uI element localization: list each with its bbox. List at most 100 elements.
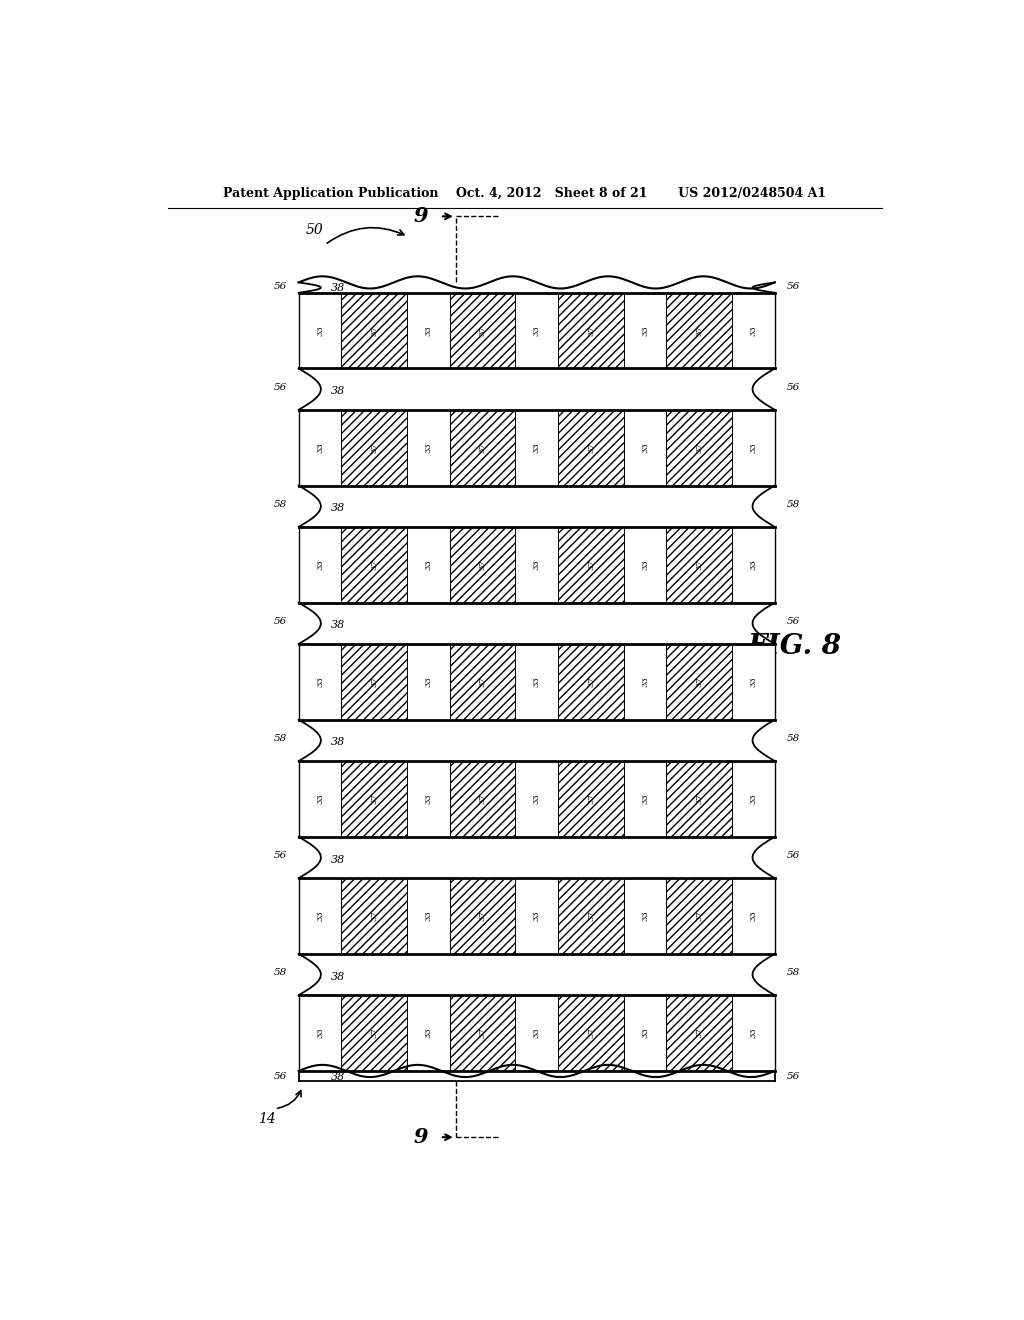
Bar xyxy=(624,995,667,1071)
Bar xyxy=(341,293,407,368)
Text: 33: 33 xyxy=(532,911,541,921)
Bar xyxy=(299,486,775,527)
Text: 33: 33 xyxy=(424,442,432,453)
Text: 38: 38 xyxy=(331,503,345,513)
Text: 58: 58 xyxy=(273,734,287,743)
Bar xyxy=(299,878,341,954)
Text: 37: 37 xyxy=(370,793,378,804)
Text: 33: 33 xyxy=(316,560,324,570)
Text: 56: 56 xyxy=(786,1072,800,1081)
Bar xyxy=(624,644,667,719)
Text: 56: 56 xyxy=(273,616,287,626)
Text: 33: 33 xyxy=(641,1028,649,1039)
Text: 33: 33 xyxy=(750,676,758,688)
Bar xyxy=(624,527,667,603)
Bar xyxy=(515,409,558,486)
Text: 33: 33 xyxy=(641,325,649,337)
Bar xyxy=(667,527,732,603)
Bar xyxy=(667,878,732,954)
Bar xyxy=(667,762,732,837)
Bar xyxy=(450,878,515,954)
Text: 33: 33 xyxy=(641,911,649,921)
Bar xyxy=(624,293,667,368)
Text: 37: 37 xyxy=(370,911,378,921)
Bar xyxy=(624,409,667,486)
Bar xyxy=(299,762,341,837)
Bar xyxy=(407,644,450,719)
Bar xyxy=(732,995,775,1071)
Text: Patent Application Publication    Oct. 4, 2012   Sheet 8 of 21       US 2012/024: Patent Application Publication Oct. 4, 2… xyxy=(223,187,826,201)
Bar xyxy=(558,878,624,954)
Bar xyxy=(450,527,515,603)
Bar xyxy=(299,1071,775,1081)
Bar xyxy=(732,762,775,837)
Text: 33: 33 xyxy=(424,1028,432,1039)
Text: 56: 56 xyxy=(273,851,287,859)
Bar xyxy=(558,527,624,603)
Text: 37: 37 xyxy=(587,911,595,921)
Bar xyxy=(341,409,407,486)
Text: 38: 38 xyxy=(331,620,345,631)
Bar xyxy=(407,527,450,603)
Text: 37: 37 xyxy=(370,325,378,337)
Text: 33: 33 xyxy=(750,1028,758,1039)
Text: 37: 37 xyxy=(478,911,486,921)
Bar xyxy=(341,644,407,719)
Text: 9: 9 xyxy=(414,206,428,226)
Text: 38: 38 xyxy=(331,387,345,396)
Bar xyxy=(558,995,624,1071)
Text: 37: 37 xyxy=(478,442,486,453)
Bar xyxy=(624,762,667,837)
Text: 33: 33 xyxy=(641,560,649,570)
Text: 37: 37 xyxy=(695,676,703,688)
Text: 50: 50 xyxy=(305,223,324,236)
Bar xyxy=(299,527,341,603)
Bar xyxy=(341,995,407,1071)
Bar xyxy=(667,527,732,603)
Bar xyxy=(299,527,775,603)
Text: 33: 33 xyxy=(532,1028,541,1039)
Bar xyxy=(558,762,624,837)
Text: 33: 33 xyxy=(532,793,541,804)
Text: 33: 33 xyxy=(532,325,541,337)
Text: 37: 37 xyxy=(587,793,595,804)
Bar xyxy=(667,293,732,368)
Bar xyxy=(341,878,407,954)
Bar xyxy=(299,719,775,762)
Text: 33: 33 xyxy=(316,325,324,337)
Text: 56: 56 xyxy=(786,851,800,859)
Text: 56: 56 xyxy=(273,1072,287,1081)
Text: 33: 33 xyxy=(750,325,758,337)
Text: 33: 33 xyxy=(750,560,758,570)
Bar xyxy=(341,293,407,368)
Bar xyxy=(299,409,341,486)
Bar xyxy=(667,762,732,837)
Text: 37: 37 xyxy=(587,676,595,688)
Bar xyxy=(558,995,624,1071)
Text: 33: 33 xyxy=(641,793,649,804)
Text: FIG. 8: FIG. 8 xyxy=(748,632,842,660)
Bar xyxy=(450,762,515,837)
Text: 33: 33 xyxy=(641,442,649,453)
Bar xyxy=(667,995,732,1071)
Text: 58: 58 xyxy=(273,500,287,508)
Text: 37: 37 xyxy=(587,1028,595,1039)
Text: 33: 33 xyxy=(316,676,324,688)
Text: 14: 14 xyxy=(258,1111,275,1126)
Bar xyxy=(667,644,732,719)
Text: 37: 37 xyxy=(478,793,486,804)
Text: 33: 33 xyxy=(316,1028,324,1039)
Text: 37: 37 xyxy=(370,676,378,688)
Bar xyxy=(299,282,775,293)
Text: 37: 37 xyxy=(370,560,378,570)
Text: 9: 9 xyxy=(414,1127,428,1147)
Bar xyxy=(558,644,624,719)
Bar xyxy=(558,762,624,837)
Bar xyxy=(299,293,775,368)
Bar xyxy=(450,995,515,1071)
Text: 37: 37 xyxy=(695,793,703,804)
Bar xyxy=(732,293,775,368)
Bar xyxy=(299,368,775,409)
Text: 56: 56 xyxy=(273,282,287,290)
Bar xyxy=(407,762,450,837)
